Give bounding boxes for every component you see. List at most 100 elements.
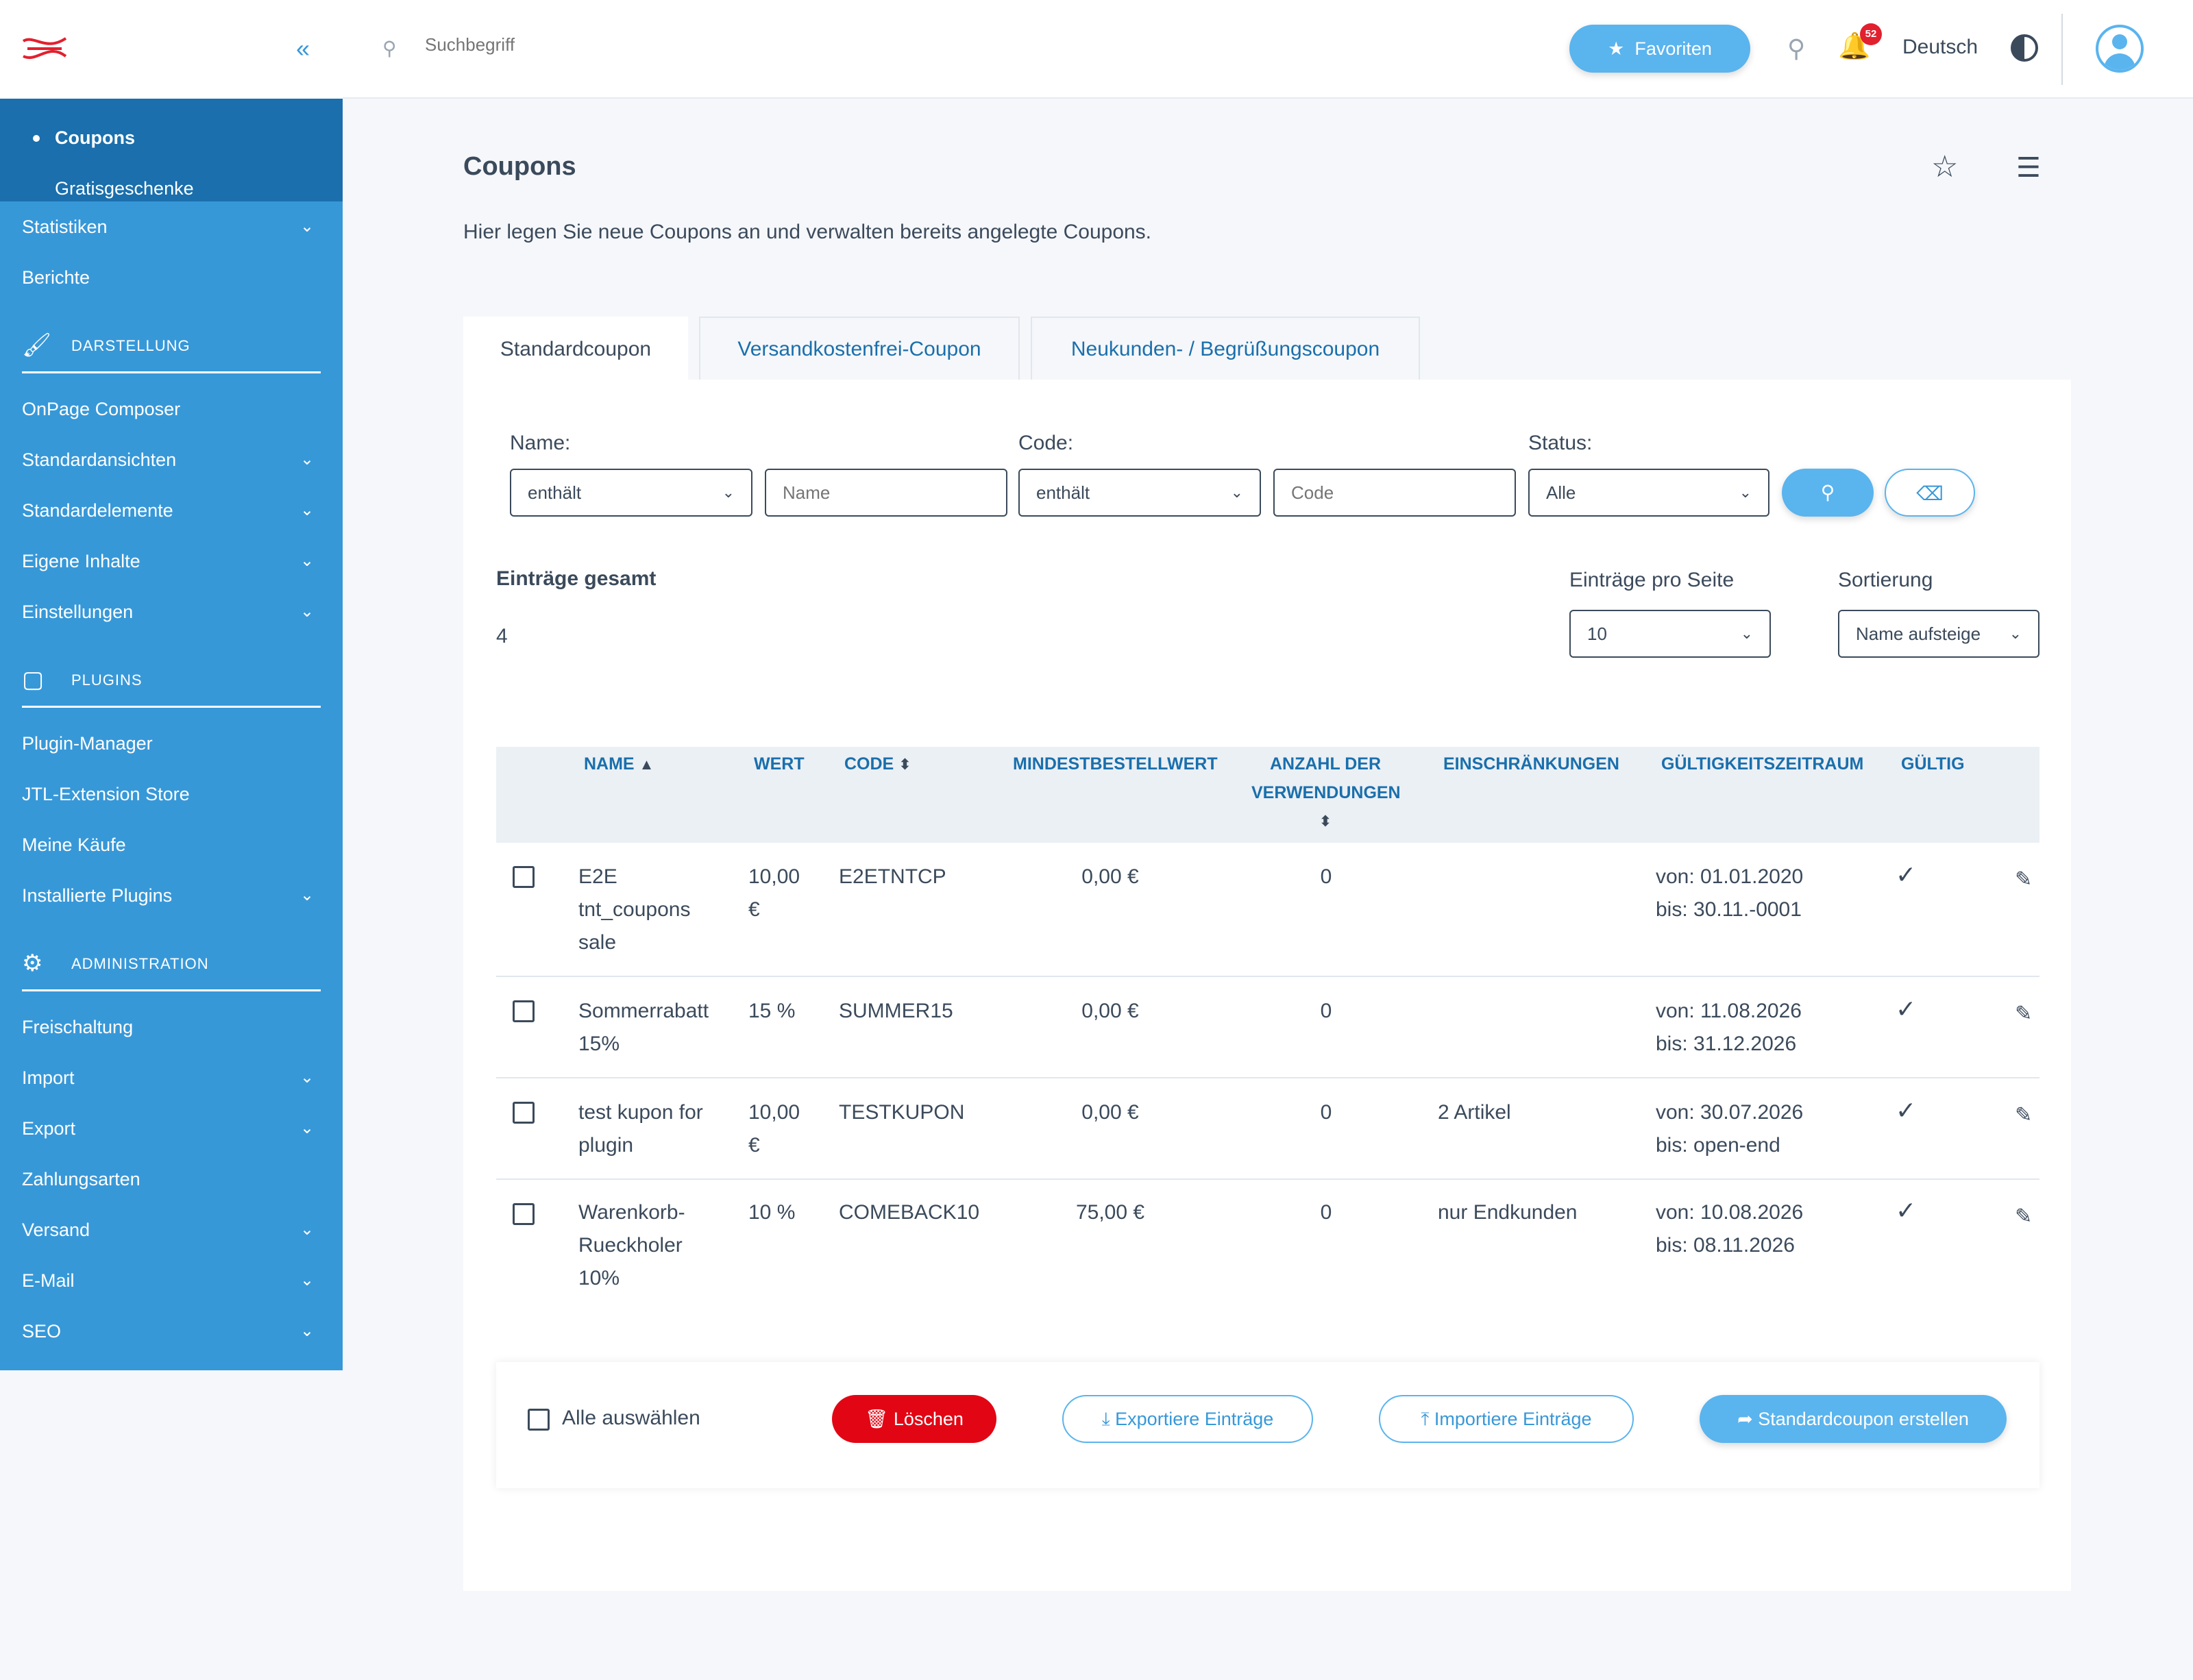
settings-sliders-icon[interactable]: ☰ [2016,153,2041,183]
row-checkbox[interactable] [513,866,535,888]
sidebar-item-gratisgeschenke[interactable]: Gratisgeschenke [55,178,194,199]
sidebar-item-zahlungsarten[interactable]: Zahlungsarten [0,1154,343,1205]
sidebar-item-plugin-manager[interactable]: Plugin-Manager [0,718,343,769]
sidebar-item-versand[interactable]: Versand ⌄ [0,1205,343,1255]
tab-versandkostenfrei[interactable]: Versandkostenfrei-Coupon [699,317,1020,380]
select-value: Name aufsteige [1856,623,1981,644]
create-coupon-button[interactable]: ➦ Standardcoupon erstellen [1700,1395,2007,1443]
coupon-usage-count: 0 [1320,1101,1332,1124]
column-header-mindestbestellwert[interactable]: MINDESTBESTELLWERT [1013,754,1218,774]
chevron-down-icon: ⌄ [300,1220,315,1239]
value-line: € [748,898,760,921]
coupon-min-order: 75,00 € [1075,1201,1145,1224]
sidebar-item-coupons[interactable]: Coupons [0,112,343,163]
export-button[interactable]: ⤓ Exportiere Einträge [1062,1395,1313,1443]
column-header-wert[interactable]: WERT [754,754,805,774]
column-header-code[interactable]: CODE ⬍ [844,750,911,779]
name-line: plugin [578,1134,634,1157]
import-button[interactable]: ⤒ Importiere Einträge [1379,1395,1634,1443]
sidebar-item-label: Statistiken [22,217,108,237]
chevron-down-icon: ⌄ [300,501,315,519]
sidebar-item-standardansichten[interactable]: Standardansichten ⌄ [0,434,343,485]
sort-icon: ⬍ [898,756,911,773]
sidebar-item-freischaltung[interactable]: Freischaltung [0,1002,343,1052]
status-select[interactable]: Alle ⌄ [1528,469,1769,517]
sidebar-item-einstellungen[interactable]: Einstellungen ⌄ [0,586,343,637]
edit-icon[interactable]: ✎ [2015,1205,2033,1228]
jtl-logo[interactable] [21,32,69,66]
sidebar-item-label: Standardansichten [22,449,177,470]
validity-from: von: 01.01.2020 [1656,865,1804,888]
code-operator-select[interactable]: enthält ⌄ [1018,469,1261,517]
coupon-usage-count: 0 [1320,865,1332,888]
contrast-toggle-icon[interactable] [2011,34,2038,62]
sidebar-item-label: Versand [22,1220,90,1240]
select-all-label[interactable]: Alle auswählen [562,1407,700,1429]
reset-filter-button[interactable]: ⌫ [1885,469,1975,517]
delete-button[interactable]: 🗑 Löschen [832,1395,996,1443]
sidebar-item-export[interactable]: Export ⌄ [0,1103,343,1154]
name-line: Sommerrabatt [578,1000,709,1022]
sidebar: « Coupons Gratisgeschenke Statistiken ⌄ B… [0,0,343,1370]
validity-to: bis: 31.12.2026 [1656,1033,1797,1055]
row-divider [496,1178,2039,1180]
sidebar-item-email[interactable]: E-Mail ⌄ [0,1255,343,1306]
column-header-name[interactable]: NAME ▲ [584,750,654,779]
page-title: Coupons [463,152,576,181]
coupon-value: 10,00 € [748,1096,800,1162]
sidebar-item-label: Standardelemente [22,500,173,521]
code-filter-input[interactable] [1273,469,1516,517]
sidebar-item-meine-kaeufe[interactable]: Meine Käufe [0,819,343,870]
notification-badge: 52 [1860,23,1882,45]
per-page-label: Einträge pro Seite [1569,569,1735,591]
name-operator-select[interactable]: enthält ⌄ [510,469,752,517]
sort-icon: ⬍ [1319,813,1332,830]
edit-icon[interactable]: ✎ [2015,868,2033,891]
sidebar-item-import[interactable]: Import ⌄ [0,1052,343,1103]
column-header-einschraenkungen[interactable]: EINSCHRÄNKUNGEN [1443,754,1619,774]
valid-check-icon: ✓ [1896,861,1917,889]
divider [22,989,321,991]
edit-icon[interactable]: ✎ [2015,1002,2033,1025]
search-button[interactable]: ⚲ [1782,469,1874,517]
edit-icon[interactable]: ✎ [2015,1104,2033,1126]
language-selector[interactable]: Deutsch [1902,36,1978,58]
sidebar-item-eigene-inhalte[interactable]: Eigene Inhalte ⌄ [0,536,343,586]
coupon-min-order: 0,00 € [1081,1101,1139,1124]
favorites-button[interactable]: ★ Favoriten [1569,25,1750,73]
row-checkbox[interactable] [513,1000,535,1022]
name-line: 10% [578,1267,620,1289]
button-label: Exportiere Einträge [1115,1409,1274,1429]
favorite-star-icon[interactable]: ☆ [1931,150,1959,184]
tab-neukunden[interactable]: Neukunden- / Begrüßungscoupon [1031,317,1420,380]
tab-standardcoupon[interactable]: Standardcoupon [463,317,688,380]
gear-icon: ⚙ [22,950,43,976]
sidebar-item-onpage-composer[interactable]: OnPage Composer [0,384,343,434]
sidebar-item-standardelemente[interactable]: Standardelemente ⌄ [0,485,343,536]
select-all-checkbox[interactable] [528,1409,550,1431]
sidebar-item-label: OnPage Composer [22,399,181,419]
column-header-gueltig[interactable]: GÜLTIG [1901,754,1965,774]
sidebar-item-extension-store[interactable]: JTL-Extension Store [0,769,343,819]
search-input[interactable] [425,34,768,55]
sidebar-item-label: JTL-Extension Store [22,784,190,804]
sidebar-item-seo[interactable]: SEO ⌄ [0,1306,343,1357]
row-checkbox[interactable] [513,1102,535,1124]
sidebar-item-installierte-plugins[interactable]: Installierte Plugins ⌄ [0,870,343,921]
sidebar-item-statistiken[interactable]: Statistiken ⌄ [0,201,343,252]
avatar[interactable] [2096,25,2144,73]
column-header-anzahl[interactable]: ANZAHL DER VERWENDUNGEN ⬍ [1251,750,1401,836]
location-pin-icon[interactable]: ⚲ [1787,34,1806,62]
header-label: NAME [584,754,635,774]
favorites-label: Favoriten [1634,38,1712,59]
value-line: 15 % [748,1000,796,1022]
row-checkbox[interactable] [513,1203,535,1225]
sort-select[interactable]: Name aufsteige ⌄ [1838,610,2039,658]
per-page-select[interactable]: 10 ⌄ [1569,610,1771,658]
section-darstellung: 🖌 DARSTELLUNG [0,303,343,384]
sidebar-item-berichte[interactable]: Berichte [0,252,343,303]
collapse-sidebar-icon[interactable]: « [296,34,310,62]
eraser-icon: ⌫ [1916,483,1944,504]
name-filter-input[interactable] [765,469,1007,517]
column-header-gueltigkeitszeitraum[interactable]: GÜLTIGKEITSZEITRAUM [1661,754,1864,774]
